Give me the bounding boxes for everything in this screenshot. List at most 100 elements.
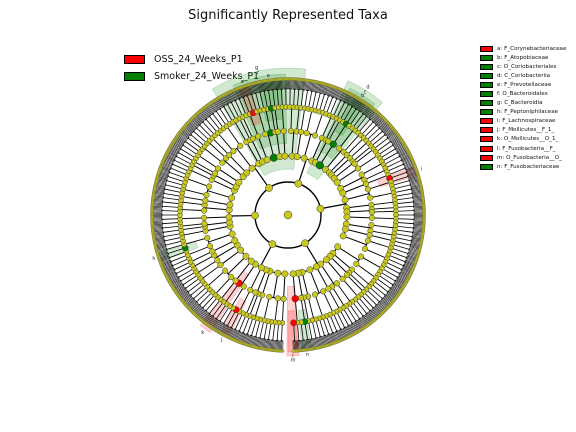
tree-branch <box>371 224 396 229</box>
tree-branch <box>345 305 357 322</box>
tree-branch <box>394 192 413 197</box>
tree-branch <box>325 315 334 333</box>
legend-item-smoker: Smoker_24_Weeks_P1 <box>124 68 259 85</box>
tree-branch <box>327 120 341 142</box>
tree-branch <box>255 93 261 111</box>
tree-branch <box>204 221 230 226</box>
tree-branch <box>257 136 268 161</box>
tree-branch <box>357 296 371 311</box>
tree-branch <box>214 276 232 295</box>
tree-branch <box>219 305 231 322</box>
tree-branch <box>219 108 231 125</box>
taxon-node <box>354 165 361 172</box>
tree-arc <box>167 251 169 256</box>
tree-branch <box>181 195 206 202</box>
tree-branch <box>249 293 259 317</box>
tree-branch <box>214 174 237 188</box>
tree-arc <box>405 255 408 260</box>
taxon-node <box>211 170 219 177</box>
tree-arc <box>310 90 314 92</box>
tree-branch <box>342 235 367 246</box>
clade-letter-m: m <box>291 357 296 363</box>
tree-arc <box>396 151 399 155</box>
tree-branch <box>273 273 279 298</box>
tree-branch <box>242 116 254 139</box>
taxon-node <box>312 132 319 139</box>
tree-branch <box>349 141 368 159</box>
tree-branch <box>346 137 365 156</box>
tree-branch <box>163 197 182 201</box>
taxa-legend-item: h: F_Peptoniphilaceae <box>480 108 566 117</box>
tree-branch <box>304 242 320 266</box>
tree-branch <box>342 183 367 194</box>
tree-branch <box>256 269 267 294</box>
tree-branch <box>193 286 208 299</box>
taxon-node <box>231 237 239 245</box>
taxon-node <box>333 280 340 287</box>
tree-branch <box>306 109 313 134</box>
taxa-legend-label: k: O_Mollicutes__O_1_ <box>497 136 559 143</box>
tree-branch <box>345 228 370 236</box>
tree-branch <box>230 286 245 308</box>
taxon-node <box>228 194 235 202</box>
tree-branch <box>339 309 349 326</box>
leaf-node <box>291 349 296 353</box>
taxon-node <box>334 243 342 251</box>
tree-branch <box>162 218 181 220</box>
tree-branch <box>205 225 231 232</box>
tree-arc <box>164 239 166 243</box>
tree-branch <box>245 141 260 164</box>
tree-branch <box>388 254 406 263</box>
tree-branch <box>365 174 389 185</box>
tree-arc <box>163 234 165 239</box>
tree-branch <box>223 307 234 324</box>
legend-item-oss: OSS_24_Weeks_P1 <box>124 51 259 68</box>
tree-branch <box>352 113 364 129</box>
tree-arc <box>411 191 413 196</box>
tree-branch <box>329 98 338 116</box>
tree-branch <box>390 247 409 254</box>
tree-branch <box>318 318 325 336</box>
taxon-node <box>333 178 341 186</box>
taxon-node <box>343 271 350 278</box>
highlighted-node <box>290 319 297 327</box>
tree-branch <box>231 102 240 119</box>
taxon-node <box>364 237 372 244</box>
tree-branch <box>234 100 244 118</box>
tree-branch <box>355 299 367 314</box>
tree-arc <box>389 286 392 290</box>
taxa-legend-swatch <box>480 91 493 98</box>
taxon-node <box>201 207 208 214</box>
tree-branch <box>319 143 334 166</box>
taxa-legend-swatch <box>480 145 493 152</box>
taxa-legend-swatch <box>480 81 493 88</box>
tree-branch <box>368 286 383 299</box>
taxon-node <box>339 275 346 282</box>
tree-arc <box>195 300 198 304</box>
tree-branch <box>163 233 182 238</box>
taxa-legend-label: b: F_Atopobiaceae <box>497 54 549 61</box>
tree-branch <box>227 255 247 275</box>
tree-branch <box>297 158 308 184</box>
tree-branch <box>371 207 396 210</box>
tree-branch <box>183 237 208 245</box>
tree-branch <box>322 291 334 314</box>
taxon-node <box>362 180 370 187</box>
tree-branch <box>162 222 181 225</box>
tree-branch <box>283 131 286 157</box>
taxa-legend-label: j: F_Mollicutes__F_1_ <box>497 127 555 134</box>
tree-branch <box>360 294 374 309</box>
tree-branch <box>169 251 187 258</box>
taxa-legend-label: f: O_Bacteroidales <box>497 91 548 98</box>
tree-branch <box>251 94 258 112</box>
tree-branch <box>363 291 377 306</box>
tree-branch <box>176 264 193 274</box>
tree-branch <box>251 318 258 336</box>
tree-branch <box>336 168 359 183</box>
tree-branch <box>390 176 409 183</box>
tree-branch <box>322 317 330 335</box>
tree-branch <box>388 167 406 176</box>
tree-branch <box>208 233 233 243</box>
tree-branch <box>325 118 337 141</box>
taxon-node <box>263 156 271 164</box>
